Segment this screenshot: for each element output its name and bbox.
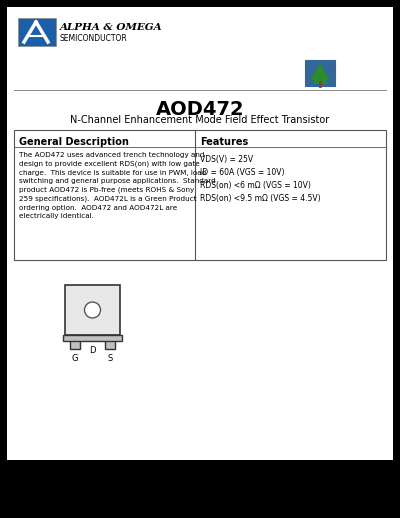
Text: AOD472: AOD472 xyxy=(156,100,244,119)
Text: Features: Features xyxy=(200,137,248,147)
Bar xyxy=(0,0,7,518)
Text: The AOD472 uses advanced trench technology and
design to provide excellent RDS(o: The AOD472 uses advanced trench technolo… xyxy=(19,152,216,219)
Bar xyxy=(0,0,400,7)
Bar xyxy=(18,18,56,46)
Text: RDS(on) <6 mΩ (VGS = 10V): RDS(on) <6 mΩ (VGS = 10V) xyxy=(200,181,311,190)
Text: ALPHA & OMEGA: ALPHA & OMEGA xyxy=(60,22,163,32)
Bar xyxy=(105,335,115,349)
Bar xyxy=(63,335,122,341)
Bar xyxy=(0,511,400,518)
Text: N-Channel Enhancement Mode Field Effect Transistor: N-Channel Enhancement Mode Field Effect … xyxy=(70,115,330,125)
Bar xyxy=(70,335,80,349)
Bar xyxy=(65,285,120,335)
Polygon shape xyxy=(310,63,330,80)
Text: RDS(on) <9.5 mΩ (VGS = 4.5V): RDS(on) <9.5 mΩ (VGS = 4.5V) xyxy=(200,194,321,203)
Bar xyxy=(393,0,400,518)
Text: VDS(V) = 25V: VDS(V) = 25V xyxy=(200,155,253,164)
Text: D: D xyxy=(89,346,96,355)
Text: SEMICONDUCTOR: SEMICONDUCTOR xyxy=(60,34,128,42)
Text: S: S xyxy=(107,354,113,363)
Text: ID = 60A (VGS = 10V): ID = 60A (VGS = 10V) xyxy=(200,168,284,177)
Text: G: G xyxy=(72,354,78,363)
Polygon shape xyxy=(312,70,328,84)
Bar xyxy=(305,60,335,86)
Bar xyxy=(7,460,393,511)
Bar xyxy=(14,130,386,260)
Text: General Description: General Description xyxy=(19,137,129,147)
Circle shape xyxy=(84,302,100,318)
